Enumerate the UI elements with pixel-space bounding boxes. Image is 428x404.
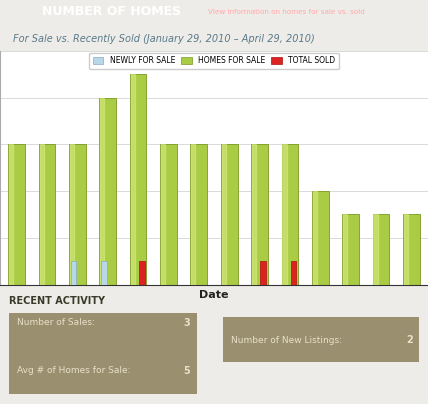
Bar	[291, 261, 296, 284]
Text: Number of Sales:: Number of Sales:	[17, 318, 95, 327]
FancyBboxPatch shape	[223, 317, 419, 362]
Text: For Sale vs. Recently Sold (January 29, 2010 – April 29, 2010): For Sale vs. Recently Sold (January 29, …	[13, 34, 315, 44]
Bar	[190, 145, 207, 284]
Bar	[130, 74, 146, 284]
Text: Number of New Listings:: Number of New Listings:	[231, 336, 342, 345]
Bar	[222, 145, 226, 284]
Bar	[252, 145, 256, 284]
Bar	[69, 145, 86, 284]
Bar	[342, 215, 359, 284]
Bar	[403, 215, 419, 284]
Bar	[71, 261, 77, 284]
Legend: NEWLY FOR SALE, HOMES FOR SALE, TOTAL SOLD: NEWLY FOR SALE, HOMES FOR SALE, TOTAL SO…	[89, 53, 339, 69]
Bar	[312, 191, 329, 284]
Text: 2: 2	[406, 335, 413, 345]
Bar	[374, 215, 377, 284]
Text: View information on homes for sale vs. sold: View information on homes for sale vs. s…	[208, 9, 365, 15]
Bar	[343, 215, 347, 284]
Bar	[251, 145, 268, 284]
Bar	[161, 145, 165, 284]
Bar	[282, 145, 298, 284]
Bar	[191, 145, 196, 284]
FancyBboxPatch shape	[9, 313, 197, 394]
Text: Avg # of Homes for Sale:: Avg # of Homes for Sale:	[17, 366, 131, 375]
Bar	[9, 145, 25, 284]
X-axis label: Date: Date	[199, 290, 229, 300]
Bar	[139, 261, 145, 284]
Bar	[9, 145, 13, 284]
Bar	[100, 98, 104, 284]
Bar	[313, 191, 317, 284]
Text: RECENT ACTIVITY: RECENT ACTIVITY	[9, 297, 104, 307]
Bar	[373, 215, 389, 284]
Text: 5: 5	[184, 366, 190, 376]
Bar	[39, 145, 44, 284]
Bar	[261, 261, 266, 284]
Bar	[160, 145, 177, 284]
Bar	[39, 145, 55, 284]
Text: 3: 3	[184, 318, 190, 328]
Bar	[99, 98, 116, 284]
Bar	[70, 145, 74, 284]
Bar	[101, 261, 107, 284]
Bar	[221, 145, 238, 284]
Bar	[131, 74, 135, 284]
Bar	[282, 145, 287, 284]
Text: NUMBER OF HOMES: NUMBER OF HOMES	[42, 5, 181, 19]
Bar	[404, 215, 408, 284]
